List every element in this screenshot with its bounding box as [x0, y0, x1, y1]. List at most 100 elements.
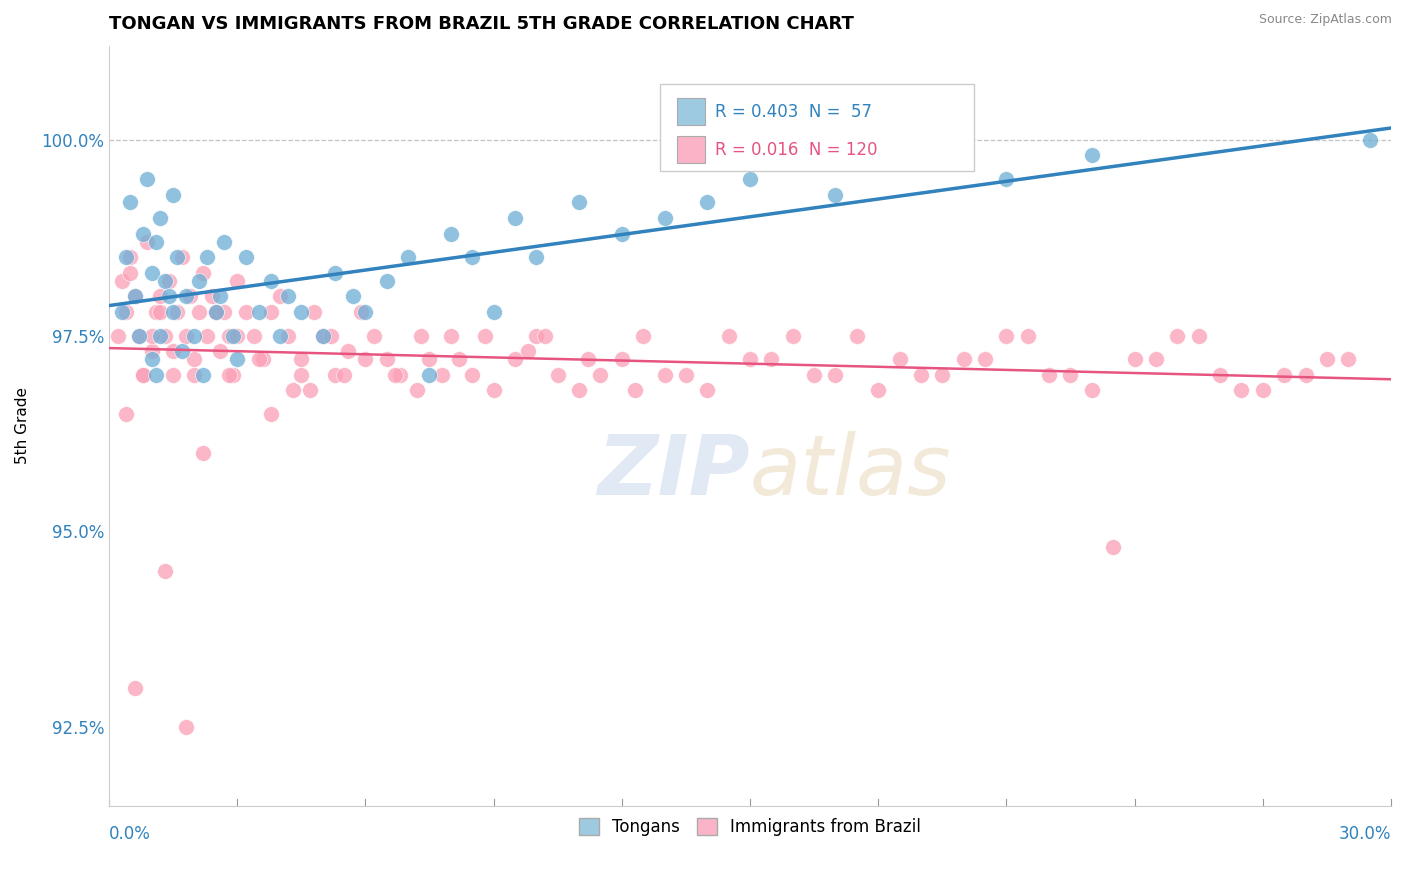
Point: [354, 305, 377, 319]
Point: [1251, 384, 1274, 398]
Text: TONGAN VS IMMIGRANTS FROM BRAZIL 5TH GRADE CORRELATION CHART: TONGAN VS IMMIGRANTS FROM BRAZIL 5TH GRA…: [110, 15, 853, 33]
Point: [141, 328, 163, 343]
Point: [350, 305, 373, 319]
Point: [120, 195, 142, 210]
Point: [461, 250, 484, 264]
Point: [235, 250, 257, 264]
FancyBboxPatch shape: [676, 136, 706, 163]
Point: [115, 305, 138, 319]
Point: [1209, 368, 1232, 382]
Point: [281, 384, 304, 398]
Point: [187, 274, 209, 288]
Point: [311, 328, 333, 343]
Point: [931, 368, 953, 382]
Point: [952, 352, 974, 367]
Point: [120, 266, 142, 280]
Point: [153, 274, 176, 288]
Point: [191, 368, 214, 382]
Point: [235, 305, 257, 319]
Point: [654, 211, 676, 225]
Point: [162, 187, 184, 202]
Point: [782, 328, 804, 343]
Text: R = 0.016  N = 120: R = 0.016 N = 120: [716, 141, 877, 159]
Point: [321, 328, 343, 343]
Point: [145, 305, 167, 319]
FancyBboxPatch shape: [676, 98, 706, 125]
Point: [524, 328, 547, 343]
Point: [132, 368, 155, 382]
Point: [1017, 328, 1039, 343]
Point: [738, 172, 761, 186]
Point: [631, 328, 654, 343]
Point: [440, 227, 463, 241]
Point: [179, 289, 201, 303]
Point: [610, 352, 633, 367]
Point: [717, 328, 740, 343]
Point: [1081, 148, 1104, 162]
Point: [803, 368, 825, 382]
Point: [170, 344, 193, 359]
Point: [277, 289, 299, 303]
Point: [333, 368, 356, 382]
Point: [226, 328, 249, 343]
Point: [342, 289, 364, 303]
Point: [120, 250, 142, 264]
Point: [141, 266, 163, 280]
Point: [503, 352, 526, 367]
Point: [1038, 368, 1060, 382]
Point: [375, 274, 398, 288]
Point: [325, 266, 347, 280]
Point: [910, 368, 932, 382]
Point: [995, 328, 1018, 343]
Point: [153, 564, 176, 578]
Point: [824, 187, 846, 202]
Legend: Tongans, Immigrants from Brazil: Tongans, Immigrants from Brazil: [572, 812, 928, 843]
Point: [218, 328, 240, 343]
Point: [845, 328, 868, 343]
Point: [738, 352, 761, 367]
Point: [153, 328, 176, 343]
Point: [195, 250, 218, 264]
Point: [145, 235, 167, 249]
Point: [149, 328, 172, 343]
Point: [761, 352, 783, 367]
Point: [474, 328, 496, 343]
Point: [166, 250, 188, 264]
Point: [115, 250, 138, 264]
Point: [111, 274, 134, 288]
Point: [222, 328, 245, 343]
Point: [503, 211, 526, 225]
Point: [440, 328, 463, 343]
Point: [290, 368, 312, 382]
Point: [124, 681, 146, 695]
Point: [195, 328, 218, 343]
Point: [1102, 540, 1125, 554]
Point: [269, 289, 291, 303]
Point: [396, 250, 419, 264]
Point: [191, 446, 214, 460]
Point: [1166, 328, 1188, 343]
Point: [610, 227, 633, 241]
Point: [363, 328, 385, 343]
Point: [200, 289, 222, 303]
Point: [995, 172, 1018, 186]
Point: [183, 328, 205, 343]
Point: [149, 211, 172, 225]
Point: [141, 344, 163, 359]
Point: [449, 352, 471, 367]
Point: [243, 328, 266, 343]
Point: [136, 172, 159, 186]
Text: 30.0%: 30.0%: [1339, 825, 1391, 843]
Point: [128, 328, 150, 343]
Point: [1316, 352, 1339, 367]
Point: [107, 328, 129, 343]
Point: [157, 289, 180, 303]
Point: [889, 352, 911, 367]
Point: [482, 305, 505, 319]
Point: [290, 352, 312, 367]
Point: [260, 305, 283, 319]
Point: [290, 305, 312, 319]
Point: [204, 305, 226, 319]
Point: [568, 384, 591, 398]
Point: [524, 250, 547, 264]
